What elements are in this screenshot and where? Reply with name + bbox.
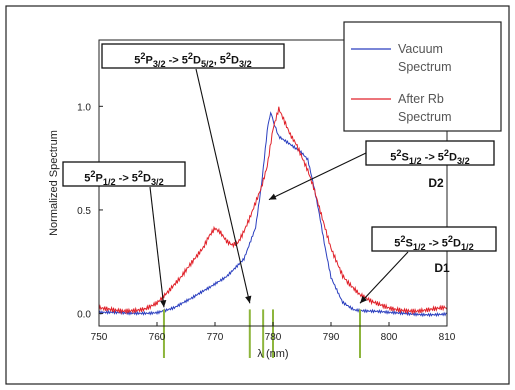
- x-tick-label-5: 800: [381, 332, 398, 343]
- x-tick-label-4: 790: [323, 332, 340, 343]
- annotation-arrowhead-2: [268, 193, 277, 200]
- annotation-box-0: [101, 43, 285, 69]
- annotation-label-1: 52P1/2 -> 52D3/2: [84, 169, 164, 186]
- annotation-label-2-text: 52S1/2 -> 52D3/2: [390, 148, 470, 165]
- annotation-arrow-3: [359, 251, 409, 304]
- axes: 750 760 770 780 790 800 810 0.0 0.5 1.0 λ (nm) Norm…: [48, 39, 456, 360]
- plot-area: [98, 106, 448, 358]
- y-tick-label-1: 0.5: [77, 206, 91, 217]
- annotation-label-2: 52S1/2 -> 52D3/2: [390, 148, 470, 165]
- annotation-arrowhead-0: [245, 295, 252, 304]
- label-d2: D2: [428, 176, 444, 190]
- y-tick-label-2: 1.0: [77, 102, 91, 113]
- legend-label-0-line1: Vacuum: [398, 42, 443, 56]
- x-tick-label-0: 750: [91, 332, 108, 343]
- legend-box: [343, 21, 502, 132]
- series-line-0: [98, 111, 448, 318]
- legend-label-1-line1: After Rb: [398, 92, 444, 106]
- x-tick-label-1: 760: [149, 332, 166, 343]
- y-tick-label-0: 0.0: [77, 310, 91, 321]
- x-tick-label-3: 780: [265, 332, 282, 343]
- series-line-1: [98, 106, 448, 316]
- annotation-arrow-2: [268, 152, 367, 201]
- annotation-label-0-text: 52P3/2 -> 52D5/2, 52D3/2: [134, 51, 252, 68]
- legend: Vacuum Spectrum After Rb Spectrum: [343, 21, 502, 132]
- legend-label-0-line2: Spectrum: [398, 60, 452, 74]
- x-axis-label: λ (nm): [257, 348, 288, 360]
- annotation-label-1-text: 52P1/2 -> 52D3/2: [84, 169, 164, 186]
- annotation-arrowhead-1: [159, 300, 167, 308]
- annotation-box-1: [62, 161, 186, 187]
- annotation-label-3: 52S1/2 -> 52D1/2: [394, 234, 474, 251]
- annotation-label-0: 52P3/2 -> 52D5/2, 52D3/2: [134, 51, 252, 68]
- legend-label-1-line2: Spectrum: [398, 110, 452, 124]
- x-tick-label-6: 810: [439, 332, 456, 343]
- x-tick-label-2: 770: [207, 332, 224, 343]
- label-d1: D1: [434, 261, 450, 275]
- annotation-arrow-1: [149, 186, 165, 308]
- annotation-arrowhead-3: [360, 295, 368, 304]
- annotation-arrow-0: [195, 68, 251, 304]
- annotation-label-3-text: 52S1/2 -> 52D1/2: [394, 234, 474, 251]
- annotation-box-2: [365, 140, 495, 166]
- annotation-box-3: [371, 226, 497, 252]
- y-axis-label: Normalized Spectrum: [48, 130, 60, 236]
- annotations: 52P3/2 -> 52D5/2, 52D3/2 52P1/2 -> 52D3/2…: [62, 43, 497, 308]
